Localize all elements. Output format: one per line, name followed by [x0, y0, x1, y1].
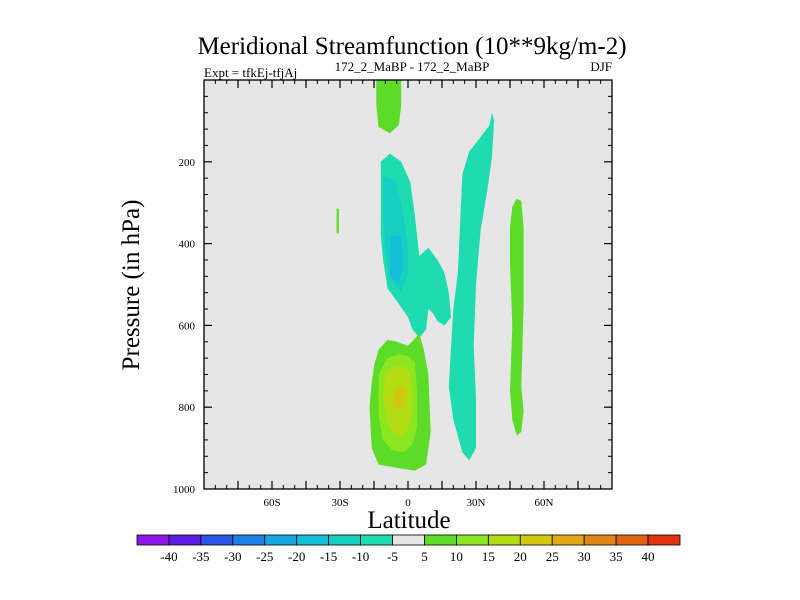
- x-tick-label: 0: [405, 497, 411, 509]
- colorbar-swatch: [583, 534, 617, 546]
- colorbar-swatch: [392, 534, 425, 546]
- colorbar-label: 20: [514, 549, 527, 564]
- colorbar-swatch: [519, 534, 553, 546]
- colorbar-label: -15: [320, 549, 337, 564]
- contour-region-cyan-band-north: [448, 112, 495, 461]
- colorbar-swatch: [264, 534, 298, 546]
- contour-region-gold-lower: [392, 384, 406, 410]
- colorbar-swatch: [232, 534, 266, 546]
- x-axis-label: Latitude: [367, 507, 450, 534]
- y-axis-label: Pressure (in hPa): [118, 200, 145, 371]
- colorbar-label: -25: [256, 549, 273, 564]
- chart-title: Meridional Streamfunction (10**9kg/m-2): [197, 33, 626, 60]
- colorbar-swatch: [487, 534, 521, 546]
- colorbar-swatch: [296, 534, 330, 546]
- colorbar-swatch: [136, 534, 170, 546]
- y-tick-label: 600: [179, 320, 196, 332]
- y-tick-label: 1000: [173, 484, 196, 496]
- colorbar-swatch: [200, 534, 234, 546]
- colorbar-label: 35: [610, 549, 623, 564]
- contour-region-blue-core-tropics: [389, 235, 404, 285]
- colorbar-label: 5: [421, 549, 428, 564]
- colorbar-label: 10: [450, 549, 463, 564]
- colorbar-label: -35: [192, 549, 209, 564]
- x-tick-label: 30N: [467, 497, 486, 509]
- axis-ticks: 60S 30S 0 30N 60N 200 400 600 800 1000: [173, 80, 612, 509]
- contour-region-green-cell-south-tropic: [336, 208, 339, 234]
- x-tick-label: 60S: [263, 497, 280, 509]
- x-tick-label: 30S: [331, 497, 348, 509]
- contour-regions: [336, 80, 524, 471]
- colorbar-label: -30: [224, 549, 241, 564]
- subtitle-center: 172_2_MaBP - 172_2_MaBP: [335, 59, 490, 74]
- colorbar-label: 40: [642, 549, 655, 564]
- colorbar-label: -5: [387, 549, 398, 564]
- x-tick-label: 60N: [535, 497, 554, 509]
- colorbar-swatch: [168, 534, 202, 546]
- colorbar-swatch: [424, 534, 457, 546]
- y-tick-label: 200: [179, 157, 196, 169]
- colorbar-swatch: [615, 534, 649, 546]
- contour-region-green-cell-north: [510, 198, 524, 436]
- colorbar-swatch: [551, 534, 585, 546]
- colorbar-label: 25: [546, 549, 559, 564]
- y-tick-label: 400: [179, 239, 196, 251]
- colorbar-label: 15: [482, 549, 495, 564]
- y-tick-label: 800: [179, 402, 196, 414]
- colorbar-swatch: [328, 534, 361, 546]
- colorbar-label: 30: [578, 549, 591, 564]
- colorbar-label: -10: [352, 549, 369, 564]
- contour-region-green-cell-upper: [376, 80, 402, 134]
- colorbar: -40 -35 -30 -25 -20 -15 -10 -5 5 10 15 20 25 30 35 40: [136, 534, 681, 564]
- colorbar-swatch: [647, 534, 681, 546]
- experiment-label: Expt = tfkEj-tfjAj: [204, 65, 297, 80]
- season-label: DJF: [590, 59, 612, 74]
- colorbar-label: -40: [160, 549, 177, 564]
- colorbar-swatch: [456, 534, 489, 546]
- colorbar-label: -20: [288, 549, 305, 564]
- colorbar-swatch: [360, 534, 393, 546]
